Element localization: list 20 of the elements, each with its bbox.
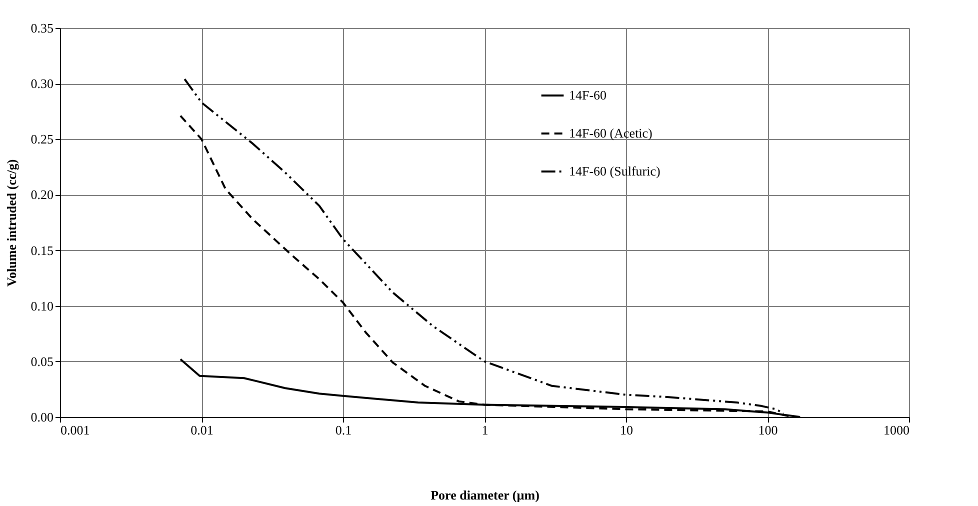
y-tick-label: 0.05 [30,354,54,369]
y-tick-label: 0.30 [30,76,54,92]
x-axis-title: Pore diameter (µm) [430,488,540,502]
x-tick-label: 0.01 [190,422,214,438]
y-tick-label: 0.35 [30,20,54,36]
x-tick-label: 0.1 [335,422,352,438]
y-tick-label: 0.00 [30,410,54,424]
x-tick-label: 10 [620,422,633,438]
y-tick-label: 0.20 [30,187,54,202]
x-tick-label: 0.001 [60,422,90,438]
legend-label: 14F-60 [569,88,607,102]
y-tick-label: 0.25 [30,132,54,147]
y-tick-label: 0.15 [30,242,54,258]
x-tick-label: 1 [482,422,488,438]
y-axis-title: Volume intruded (cc/g) [4,159,19,287]
y-tick-label: 0.10 [30,298,54,314]
legend-label: 14F-60 (Sulfuric) [569,164,660,178]
x-tick-label: 1000 [884,422,910,438]
legend-label: 14F-60 (Acetic) [569,126,652,140]
x-tick-label: 100 [758,422,778,438]
